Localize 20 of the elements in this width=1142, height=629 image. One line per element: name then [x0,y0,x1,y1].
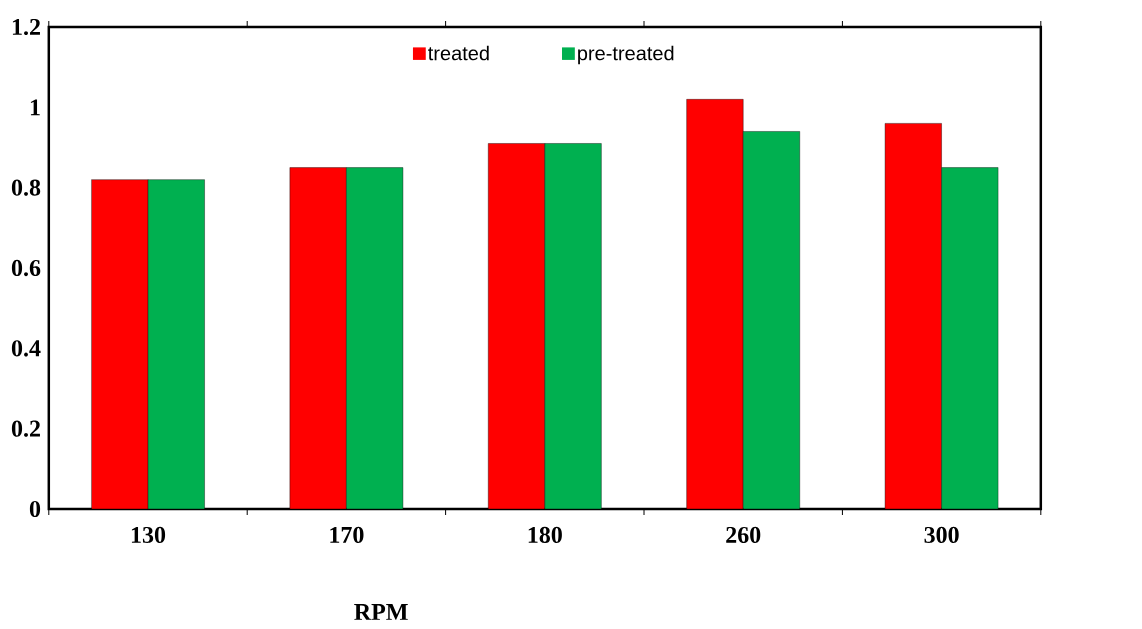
legend-label: pre-treated [578,45,674,65]
x-axis-title: RPM [354,604,408,620]
bar [884,123,942,509]
bar [488,143,546,509]
y-tick-label: 0.6 [11,259,41,277]
bar [289,167,347,509]
legend-label: treated [428,45,489,61]
bar [686,99,744,509]
y-tick-label: 0.2 [11,420,40,437]
y-tick-label: 1.2 [12,18,40,36]
bar [91,179,149,509]
y-tick-label: 0.4 [11,340,41,357]
y-tick-label: 0 [29,500,41,518]
x-tick-label: 130 [131,526,166,543]
x-tick-label: 180 [528,526,562,543]
x-tick-label: 170 [330,526,364,543]
y-tick-label: 0.8 [11,179,41,196]
y-tick-label: 1 [30,99,40,116]
x-tick-label: 260 [726,526,761,543]
x-tick-label: 300 [924,526,959,543]
